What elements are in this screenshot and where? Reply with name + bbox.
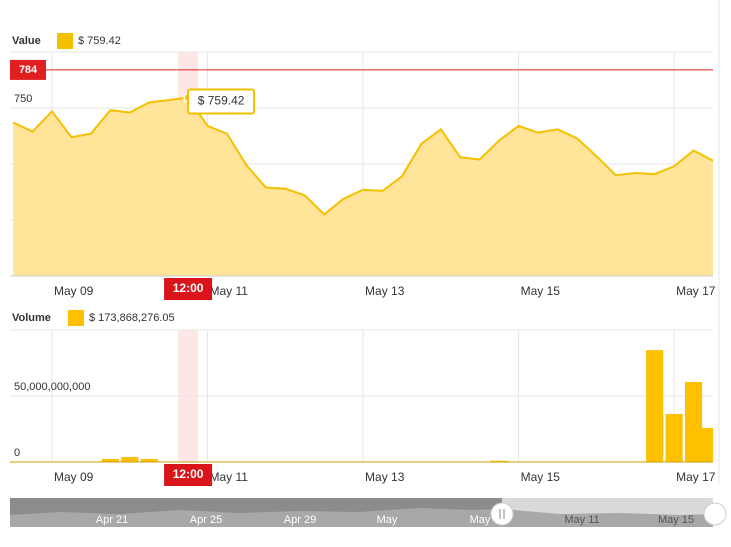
legend-label: Volume [12,312,51,324]
bar [121,457,138,462]
legend-label: Value [12,35,41,47]
navigator-label: Apr 21 [96,514,128,526]
crosshair-label: 12:00 [173,467,204,481]
tooltip-text: $ 759.42 [198,94,245,108]
x-tick-label: May 15 [521,470,561,484]
x-tick-label: May 17 [676,284,716,298]
legend-swatch [57,33,73,49]
navigator: Apr 21 Apr 25 Apr 29 May May May 11 May … [10,498,726,527]
x-tick-label: May 09 [54,284,94,298]
legend-value: $ 173,868,276.05 [89,312,175,324]
x-tick-label: May 13 [365,284,405,298]
crosshair-label: 12:00 [173,281,204,295]
bar [696,428,713,462]
navigator-label: May 15 [658,514,694,526]
navigator-label: May [470,514,491,526]
x-tick-label: May 09 [54,470,94,484]
navigator-label: Apr 25 [190,514,222,526]
annotation-label: 784 [19,64,38,76]
legend-swatch [68,310,84,326]
y-tick-label: 0 [14,447,20,459]
x-tick-label: May 15 [521,284,561,298]
navigator-handle[interactable] [704,503,726,525]
y-tick-label: 750 [14,93,32,105]
navigator-label: May [377,514,398,526]
bar [646,350,663,462]
x-tick-label: May 11 [210,470,249,484]
y-tick-label: 50,000,000,000 [14,381,90,393]
bar [666,414,683,462]
navigator-handle[interactable] [491,503,513,525]
x-tick-label: May 17 [676,470,716,484]
x-tick-label: May 11 [210,284,249,298]
x-tick-label: May 13 [365,470,405,484]
navigator-label: Apr 29 [284,514,316,526]
navigator-label: May 11 [564,514,599,526]
legend-value: $ 759.42 [78,35,121,47]
